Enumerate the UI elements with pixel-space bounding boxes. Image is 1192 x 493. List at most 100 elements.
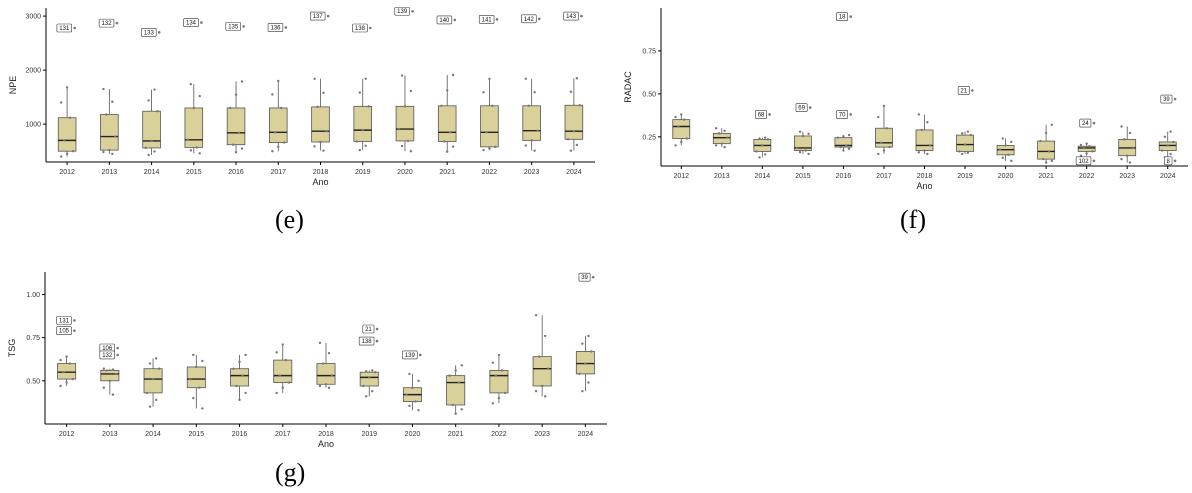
x-tick-label: 2014 bbox=[755, 173, 771, 180]
outlier-label-box bbox=[478, 15, 495, 24]
data-point bbox=[1169, 130, 1172, 133]
data-point bbox=[371, 369, 374, 372]
outlier-label: 39 bbox=[581, 275, 588, 281]
x-tick-label: 2018 bbox=[917, 173, 933, 180]
data-point bbox=[327, 351, 331, 355]
box-body bbox=[142, 110, 161, 149]
data-point bbox=[409, 149, 413, 153]
data-point bbox=[281, 343, 284, 346]
outlier-point bbox=[157, 31, 161, 34]
outlier-label: 68 bbox=[758, 112, 765, 118]
data-point bbox=[1120, 157, 1123, 161]
data-point bbox=[440, 104, 443, 108]
box-group bbox=[532, 313, 552, 398]
data-point bbox=[192, 353, 195, 357]
data-point bbox=[235, 384, 238, 388]
data-point bbox=[454, 369, 457, 372]
data-point bbox=[241, 374, 244, 377]
data-point bbox=[371, 389, 374, 393]
data-point bbox=[68, 116, 72, 119]
data-point bbox=[189, 377, 192, 381]
outlier-label: 39 bbox=[1163, 97, 1170, 103]
x-tick-label: 2022 bbox=[482, 169, 498, 176]
data-point bbox=[154, 398, 158, 402]
data-point bbox=[1079, 154, 1083, 157]
data-point bbox=[151, 377, 155, 381]
outlier-point bbox=[411, 9, 414, 13]
outlier-label: 132 bbox=[102, 353, 113, 359]
box-body bbox=[226, 107, 246, 146]
box-group bbox=[712, 127, 731, 149]
data-point bbox=[1007, 153, 1010, 157]
box-group bbox=[564, 77, 584, 152]
data-point bbox=[313, 77, 316, 80]
x-tick-label: 2016 bbox=[232, 431, 248, 438]
data-point bbox=[590, 350, 593, 353]
outlier-label: 131 bbox=[59, 318, 70, 324]
data-point bbox=[578, 372, 581, 376]
x-tick-label: 2013 bbox=[102, 431, 118, 438]
data-point bbox=[500, 369, 504, 372]
data-point bbox=[917, 151, 921, 154]
data-point bbox=[60, 155, 63, 158]
box-group bbox=[273, 343, 293, 395]
y-tick-label: 2000 bbox=[25, 68, 41, 75]
data-point bbox=[154, 357, 158, 360]
data-point bbox=[454, 412, 457, 415]
data-point bbox=[445, 150, 449, 153]
box-group bbox=[316, 341, 336, 389]
outlier-label: 135 bbox=[228, 24, 239, 30]
data-point bbox=[355, 140, 359, 143]
data-point bbox=[240, 80, 244, 83]
outlier-label-box bbox=[394, 6, 410, 16]
data-point bbox=[578, 104, 581, 107]
data-point bbox=[801, 134, 805, 138]
data-point bbox=[234, 151, 238, 154]
data-point bbox=[324, 383, 328, 386]
data-point bbox=[460, 408, 463, 411]
data-point bbox=[1042, 157, 1045, 161]
data-point bbox=[1050, 159, 1053, 163]
chart-panel-g: 0.50 0.75 1.00 2012 2013 2014 2015 2016 2017 2018… bbox=[0, 252, 615, 457]
data-point bbox=[1082, 146, 1086, 150]
box-body bbox=[311, 106, 330, 143]
outlier-point bbox=[73, 26, 77, 30]
outlier-label-box bbox=[183, 18, 199, 27]
outlier-label: 139 bbox=[397, 9, 408, 15]
radac-boxplot: 0.25 0.50 0.75 2012 2013 2014 2015 2016 2017 2018… bbox=[623, 8, 1188, 191]
box-body bbox=[230, 368, 250, 387]
outlier-label-box bbox=[578, 272, 591, 282]
data-point bbox=[847, 147, 851, 151]
box-body bbox=[915, 129, 934, 151]
data-point bbox=[714, 127, 718, 130]
data-point bbox=[411, 386, 414, 389]
data-point bbox=[102, 386, 105, 389]
box-group bbox=[834, 133, 853, 152]
data-point bbox=[192, 396, 195, 400]
outlier-label: 140 bbox=[439, 18, 450, 24]
data-point bbox=[1047, 150, 1051, 153]
box-body bbox=[57, 363, 77, 380]
tsg-boxplot: 0.50 0.75 1.00 2012 2013 2014 2015 2016 2017 2018… bbox=[7, 272, 607, 449]
data-point bbox=[726, 136, 729, 139]
x-axis-title: Ano bbox=[318, 439, 334, 449]
data-point bbox=[758, 137, 761, 140]
outlier-point bbox=[580, 14, 583, 18]
data-point bbox=[923, 149, 926, 152]
box-body bbox=[269, 107, 288, 143]
data-point bbox=[534, 313, 538, 317]
data-point bbox=[417, 379, 420, 383]
data-point bbox=[524, 144, 527, 147]
data-point bbox=[318, 384, 322, 388]
data-point bbox=[448, 131, 452, 134]
data-point bbox=[1088, 145, 1091, 148]
outlier-point bbox=[284, 26, 288, 29]
data-point bbox=[1172, 140, 1175, 144]
data-point bbox=[488, 147, 491, 150]
outlier-point bbox=[73, 319, 76, 322]
data-point bbox=[271, 93, 274, 96]
data-point bbox=[368, 376, 371, 379]
data-point bbox=[1001, 137, 1004, 140]
outlier-label-box bbox=[436, 15, 453, 25]
outlier-point bbox=[537, 17, 541, 21]
